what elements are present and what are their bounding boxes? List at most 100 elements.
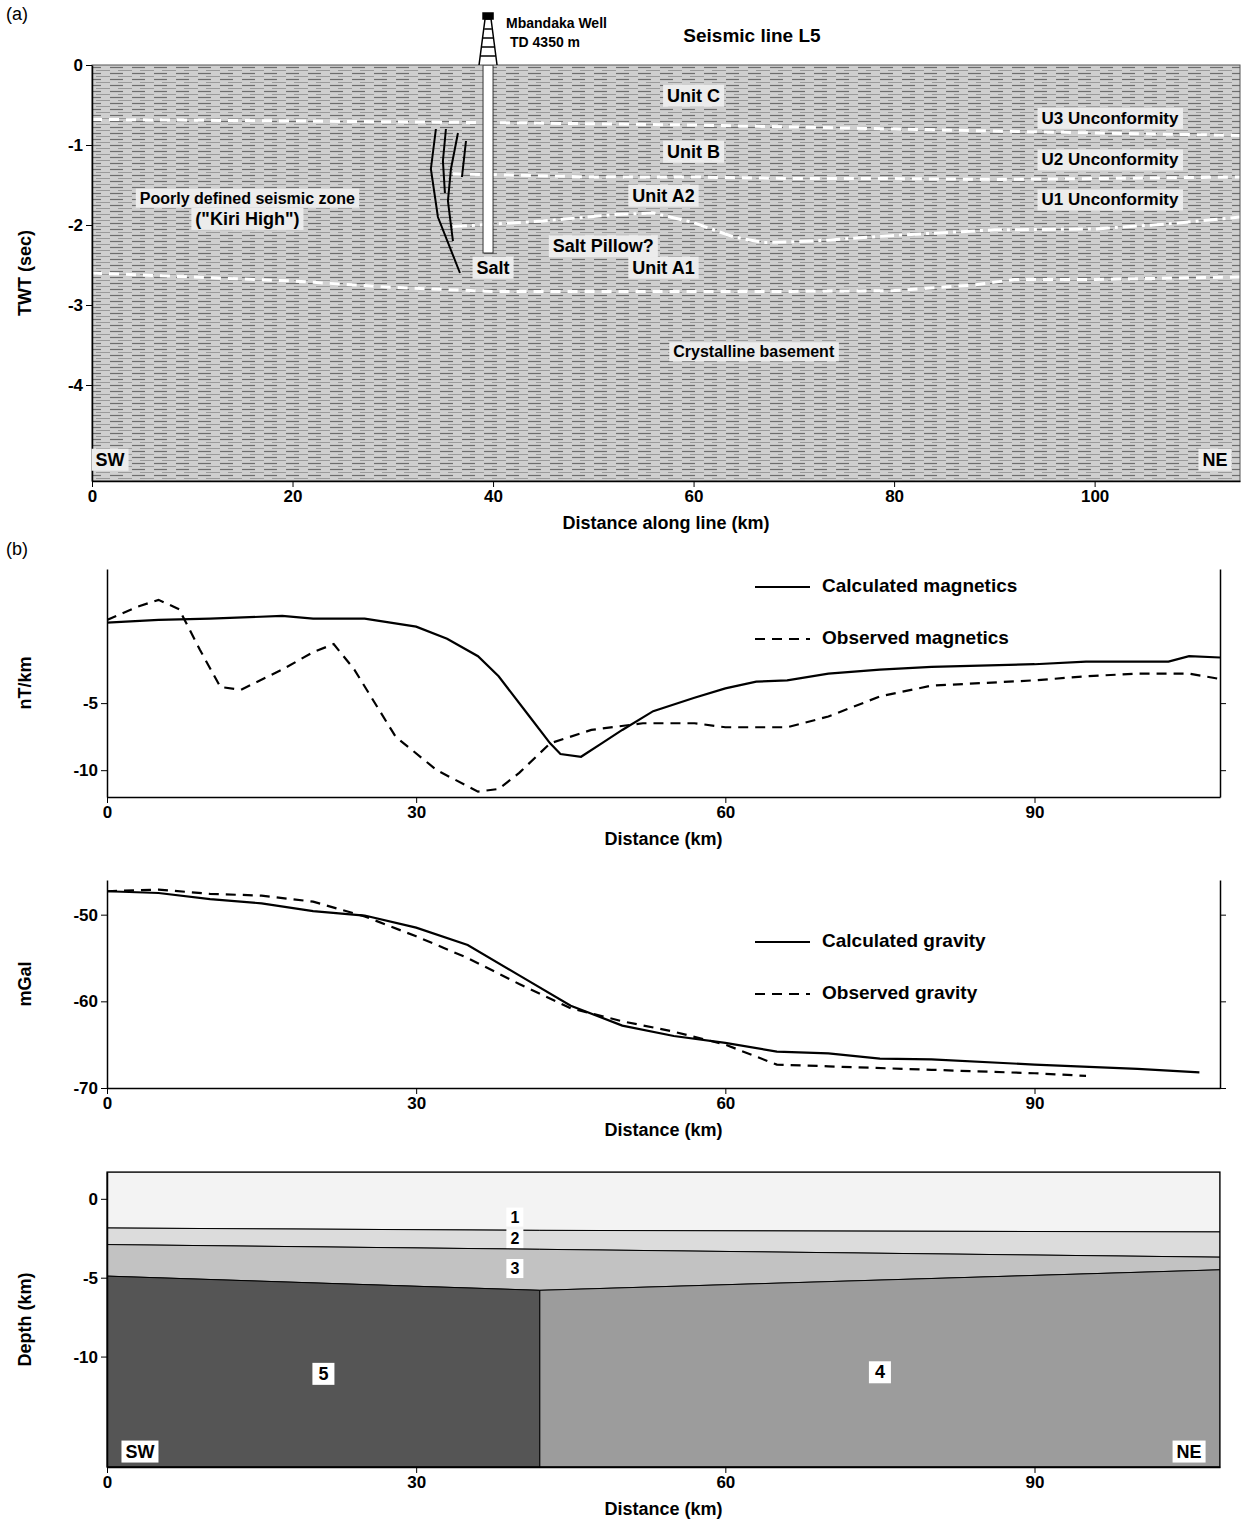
tick: 60 (716, 1467, 735, 1492)
label-box (121, 1441, 158, 1463)
label-box (669, 342, 839, 361)
tick-mark (86, 225, 92, 226)
y-axis: 0-5-10 (73, 1173, 107, 1468)
axis-line (108, 1467, 1221, 1469)
tick: 100 (1081, 481, 1109, 506)
legend-entry: Calculated magnetics (822, 575, 1017, 596)
y-axis-title: TWT (sec) (15, 230, 35, 316)
tick-label: 80 (885, 487, 904, 506)
panel: 0306090-10-5Distance (km)nT/km(b)Calcula… (6, 539, 1226, 849)
tick: 90 (1026, 1088, 1045, 1113)
tick-label: -5 (83, 694, 98, 713)
tick-label: -50 (73, 906, 98, 925)
annotation: SW (96, 450, 125, 470)
legend-entry: Observed gravity (822, 982, 978, 1003)
tick-mark (1220, 1001, 1226, 1002)
tick-label: -4 (68, 376, 84, 395)
tick-label: -3 (68, 296, 83, 315)
tick: -4 (68, 376, 92, 395)
y-axis-title: nT/km (15, 656, 35, 709)
horizon-label: U3 Unconformity (1042, 109, 1180, 128)
axis-line (108, 1088, 1221, 1090)
tick-mark (101, 1357, 107, 1358)
legend-entry: Observed magnetics (822, 627, 1009, 648)
horizon-label: U1 Unconformity (1042, 190, 1180, 209)
x-axis: 020406080100 (88, 481, 1241, 506)
tick: 0 (103, 797, 112, 822)
basement-body (107, 1276, 540, 1467)
axis-line (93, 481, 1241, 483)
x-axis-title: Distance (km) (604, 1120, 722, 1140)
tick: -2 (68, 216, 92, 235)
layer-label: 3 (510, 1260, 519, 1277)
tick: -3 (68, 296, 92, 315)
body-label: 5 (318, 1364, 328, 1384)
y-axis: -50-60-70 (73, 881, 107, 1098)
plot-area (92, 65, 1240, 481)
axis-line (107, 570, 109, 798)
tick-label: -5 (83, 1269, 98, 1288)
panel-label: (b) (6, 539, 28, 559)
label-box (1198, 449, 1231, 471)
seismic-background (92, 65, 1240, 481)
axis-line (1220, 881, 1222, 1089)
tick-label: -60 (73, 992, 98, 1011)
legend-swatch (755, 941, 810, 943)
tick-label: 60 (685, 487, 704, 506)
tick: 60 (685, 481, 704, 506)
body-label: 4 (875, 1362, 885, 1382)
tick-mark (1220, 703, 1226, 704)
annotation: SW (125, 1442, 154, 1462)
well-label: TD 4350 m (510, 34, 580, 50)
horizon-label: U2 Unconformity (1042, 150, 1180, 169)
y-axis-title: Depth (km) (15, 1272, 35, 1366)
fault (448, 133, 458, 241)
annotation: Salt Pillow? (553, 236, 654, 256)
annotation: Salt (477, 258, 510, 278)
legend-swatch (755, 993, 810, 995)
tick-label: 60 (716, 1473, 735, 1492)
tick-label: -1 (68, 136, 83, 155)
tick-label: 0 (103, 1473, 112, 1492)
plot-area (107, 600, 1220, 792)
annotation: Unit B (667, 142, 720, 162)
tick (1220, 915, 1226, 916)
tick-mark (101, 1088, 107, 1089)
tick: 0 (103, 1467, 112, 1492)
data-line (107, 616, 1220, 757)
layer-label: 2 (510, 1230, 519, 1247)
tick-mark (1220, 915, 1226, 916)
tick-label: 60 (716, 1094, 735, 1113)
tick: -50 (73, 906, 107, 925)
label-box (92, 449, 129, 471)
x-axis-title: Distance (km) (604, 1499, 722, 1519)
tick: -60 (73, 992, 107, 1011)
tick: 80 (885, 481, 904, 506)
annotation: NE (1202, 450, 1227, 470)
annotation: Crystalline basement (673, 343, 835, 360)
label-box (869, 1361, 891, 1383)
axis-line (1220, 570, 1222, 798)
axis-line (107, 1173, 109, 1468)
title: Seismic line L5 (683, 25, 821, 46)
layer (107, 1172, 1220, 1232)
label-box (628, 185, 698, 207)
tick-mark (101, 1001, 107, 1002)
fault (462, 141, 466, 177)
label-box (506, 1229, 523, 1248)
legend-entry: Calculated gravity (822, 930, 986, 951)
right-axis (1220, 881, 1226, 1089)
label-box (628, 257, 698, 279)
tick: -5 (83, 694, 107, 713)
data-line (107, 600, 1220, 792)
label-box (549, 235, 658, 257)
derrick-icon (479, 13, 497, 65)
tick-mark (1220, 770, 1226, 771)
axis-line (92, 66, 94, 482)
tick-mark (101, 915, 107, 916)
fault (443, 129, 446, 193)
annotation: ("Kiri High") (195, 209, 299, 229)
tick-label: 30 (407, 1094, 426, 1113)
tick: -10 (73, 1348, 107, 1367)
layer-label: 1 (510, 1209, 519, 1226)
